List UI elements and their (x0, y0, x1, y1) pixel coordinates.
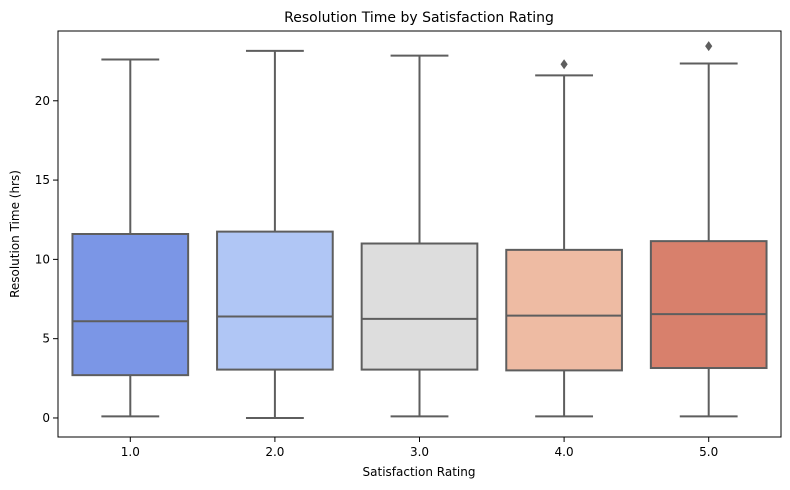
box-3.0 (360, 54, 479, 418)
y-axis: 0 5 10 15 20 (35, 94, 58, 425)
box-2.0 (216, 49, 334, 419)
y-tick-label: 5 (42, 332, 50, 346)
iqr-box (71, 233, 190, 377)
y-tick-label: 20 (35, 94, 50, 108)
outlier-point (560, 59, 568, 70)
y-axis-label: Resolution Time (hrs) (8, 170, 22, 298)
x-axis-label: Satisfaction Rating (363, 465, 476, 479)
y-tick-label: 10 (35, 252, 50, 266)
x-tick-label: 1.0 (121, 445, 140, 459)
box-5.0 (649, 41, 768, 418)
x-tick-label: 5.0 (699, 445, 718, 459)
x-tick-label: 4.0 (555, 445, 574, 459)
iqr-box (649, 240, 768, 370)
iqr-box (216, 230, 334, 371)
y-tick-label: 0 (42, 411, 50, 425)
y-tick-label: 15 (35, 173, 50, 187)
boxes-group (71, 41, 768, 419)
x-tick-label: 2.0 (265, 445, 284, 459)
box-4.0 (505, 59, 623, 418)
chart-title: Resolution Time by Satisfaction Rating (284, 10, 554, 26)
outlier-point (705, 41, 713, 52)
iqr-box (505, 248, 623, 372)
x-axis: 1.0 2.0 3.0 4.0 5.0 (121, 437, 718, 459)
x-tick-label: 3.0 (410, 445, 429, 459)
box-1.0 (71, 58, 190, 418)
iqr-box (360, 242, 479, 371)
